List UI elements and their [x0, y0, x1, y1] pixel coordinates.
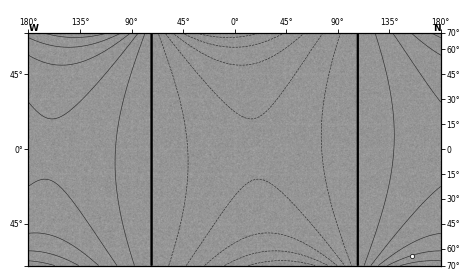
Text: W: W — [28, 24, 38, 33]
Text: N: N — [433, 24, 441, 33]
